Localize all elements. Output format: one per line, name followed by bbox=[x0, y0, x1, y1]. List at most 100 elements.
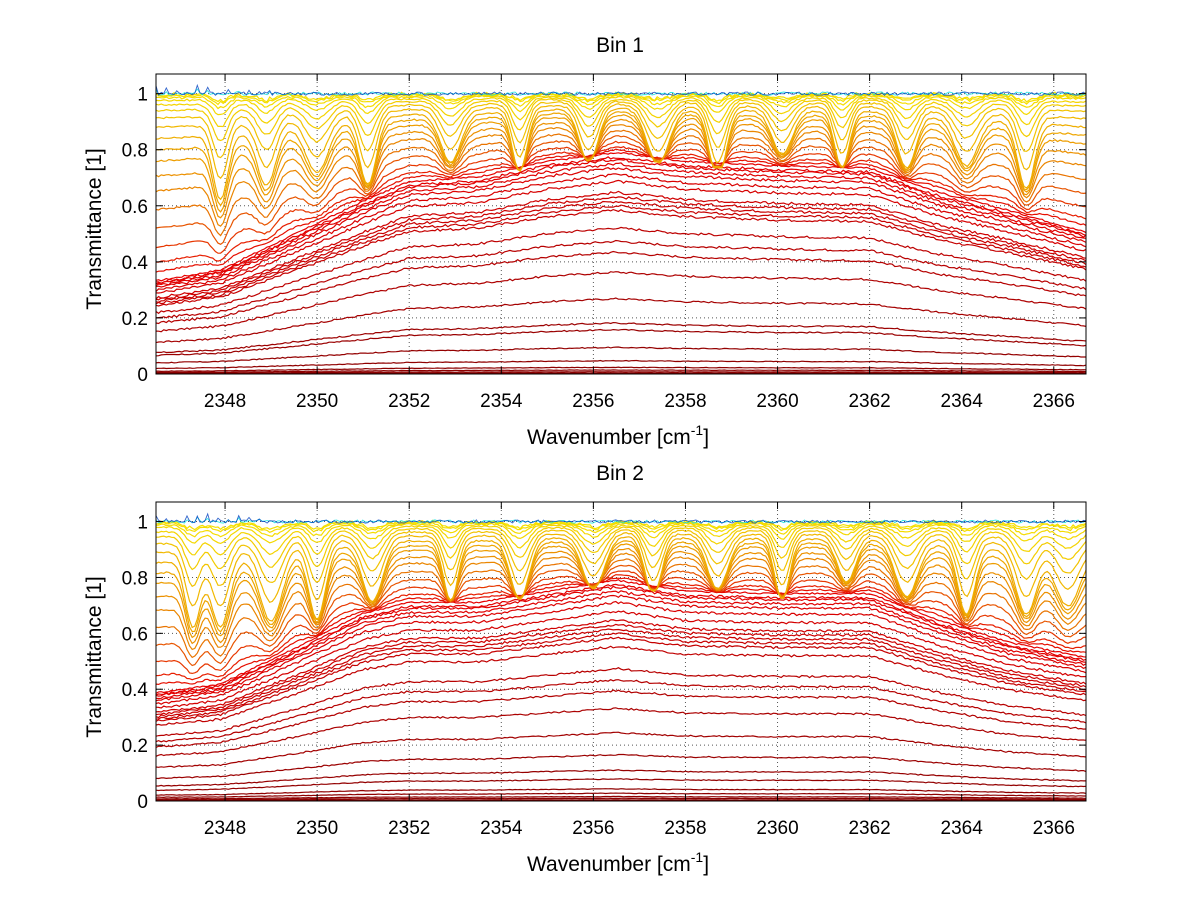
x-tick-label: 2348 bbox=[204, 391, 246, 412]
chart-panel-bin-1: Bin 1 Transmittance [1] Wavenumber [cm-1… bbox=[83, 34, 1087, 449]
x-tick-label: 2350 bbox=[296, 391, 338, 412]
series-line bbox=[156, 366, 1086, 373]
series-line bbox=[156, 689, 1086, 748]
series-line bbox=[156, 707, 1086, 757]
series-line bbox=[156, 321, 1086, 354]
series-line bbox=[156, 328, 1086, 357]
series-line bbox=[156, 792, 1086, 799]
y-tick-label: 1 bbox=[137, 85, 148, 106]
series-line bbox=[156, 271, 1086, 333]
series-line bbox=[156, 512, 1086, 524]
series-line bbox=[156, 208, 1086, 307]
series-line bbox=[156, 531, 1086, 607]
x-tick-label: 2354 bbox=[480, 391, 523, 412]
series-line bbox=[156, 579, 1086, 695]
series-line bbox=[156, 239, 1086, 319]
series-line bbox=[156, 250, 1086, 325]
x-tick-label: 2366 bbox=[1033, 818, 1075, 839]
y-tick-label: 0.8 bbox=[122, 568, 148, 589]
x-axis-label-text: Wavenumber [cm bbox=[527, 426, 691, 449]
chart-title: Bin 2 bbox=[596, 462, 644, 485]
series-line bbox=[156, 204, 1086, 305]
series-line bbox=[156, 778, 1086, 792]
series-line bbox=[156, 585, 1086, 697]
series-line bbox=[156, 564, 1086, 667]
y-tick-label: 0.4 bbox=[122, 253, 149, 274]
series-line bbox=[156, 111, 1086, 207]
y-tick-label: 1 bbox=[137, 513, 148, 534]
series-line bbox=[156, 600, 1086, 705]
series-line bbox=[156, 190, 1086, 300]
series-line bbox=[156, 129, 1086, 237]
series-line bbox=[156, 543, 1086, 639]
series-line bbox=[156, 95, 1086, 128]
x-tick-label: 2366 bbox=[1033, 391, 1075, 412]
x-tick-label: 2358 bbox=[664, 818, 706, 839]
series-line bbox=[156, 547, 1086, 645]
series-line bbox=[156, 140, 1086, 254]
y-axis-label: Transmittance [1] bbox=[83, 576, 106, 737]
x-axis-label-exponent: -1 bbox=[691, 422, 704, 438]
series-line bbox=[156, 583, 1086, 696]
series-group bbox=[156, 83, 1086, 374]
series-line bbox=[156, 628, 1086, 719]
series-line bbox=[156, 371, 1086, 374]
series-line bbox=[156, 610, 1086, 709]
axes-frame bbox=[155, 73, 1087, 375]
series-line bbox=[156, 799, 1086, 801]
series-line bbox=[156, 536, 1086, 629]
series-line bbox=[156, 162, 1086, 287]
series-line bbox=[156, 594, 1086, 702]
y-tick-label: 0.6 bbox=[122, 197, 148, 218]
x-axis-label: Wavenumber [cm-1] bbox=[527, 422, 709, 449]
x-axis-label-end: ] bbox=[703, 426, 709, 449]
x-tick-label: 2358 bbox=[664, 391, 706, 412]
series-line bbox=[156, 795, 1086, 800]
series-line bbox=[156, 297, 1086, 344]
series-line bbox=[156, 667, 1086, 737]
series-line bbox=[156, 118, 1086, 219]
x-axis-label-exponent: -1 bbox=[691, 849, 704, 865]
series-line bbox=[156, 107, 1086, 201]
series-line bbox=[156, 590, 1086, 700]
series-line bbox=[156, 146, 1086, 263]
series-line bbox=[156, 574, 1086, 681]
x-tick-label: 2360 bbox=[756, 391, 798, 412]
series-line bbox=[156, 124, 1086, 227]
series-line bbox=[156, 529, 1086, 588]
x-tick-label: 2350 bbox=[296, 818, 338, 839]
series-line bbox=[156, 179, 1086, 294]
series-line bbox=[156, 558, 1086, 659]
y-tick-label: 0 bbox=[137, 365, 148, 386]
series-line bbox=[156, 731, 1086, 768]
series-line bbox=[156, 619, 1086, 713]
series-line bbox=[156, 526, 1086, 571]
series-line bbox=[156, 788, 1086, 796]
series-line bbox=[156, 226, 1086, 315]
series-line bbox=[156, 359, 1086, 370]
series-line bbox=[156, 98, 1086, 142]
series-line bbox=[156, 632, 1086, 720]
series-line bbox=[156, 636, 1086, 722]
axes-frame bbox=[155, 501, 1087, 802]
series-line bbox=[156, 645, 1086, 726]
x-tick-label: 2354 bbox=[480, 818, 523, 839]
x-tick-label: 2362 bbox=[848, 818, 890, 839]
x-tick-label: 2356 bbox=[572, 818, 614, 839]
y-tick-label: 0.2 bbox=[122, 736, 148, 757]
y-tick-label: 0.2 bbox=[122, 309, 148, 330]
series-line bbox=[156, 200, 1086, 303]
series-line bbox=[156, 148, 1086, 273]
series-line bbox=[156, 196, 1086, 301]
chart-title: Bin 1 bbox=[596, 34, 644, 57]
series-line bbox=[156, 346, 1086, 364]
series-group bbox=[156, 512, 1086, 801]
series-line bbox=[156, 540, 1086, 633]
y-tick-label: 0.8 bbox=[122, 141, 148, 162]
series-line bbox=[156, 623, 1086, 716]
series-line bbox=[156, 135, 1086, 245]
y-tick-label: 0.4 bbox=[122, 680, 149, 701]
y-tick-label: 0.6 bbox=[122, 624, 148, 645]
y-tick-label: 0 bbox=[137, 792, 148, 813]
